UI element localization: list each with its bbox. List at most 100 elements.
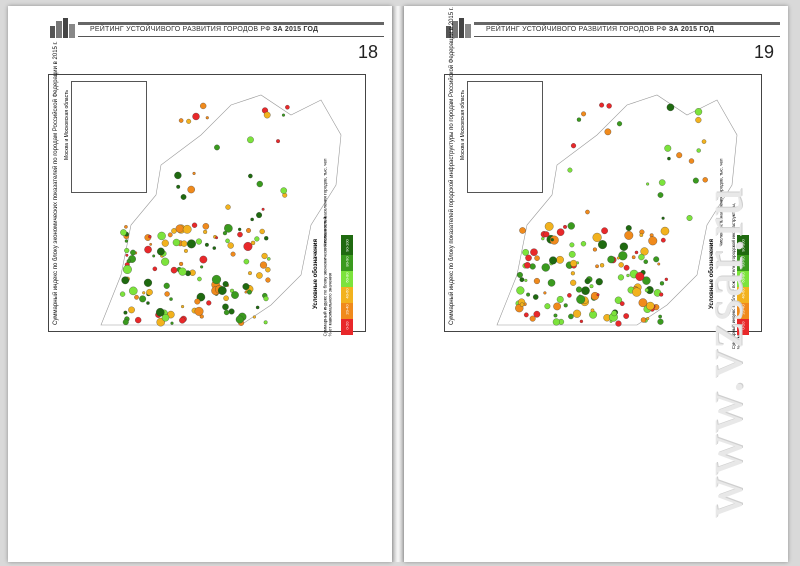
city-marker xyxy=(175,224,184,233)
city-marker xyxy=(255,305,260,310)
city-marker xyxy=(235,315,244,324)
city-marker xyxy=(657,192,664,198)
city-marker xyxy=(599,263,605,268)
city-marker xyxy=(702,177,708,183)
map-frame: Суммарный индекс по блоку показателей го… xyxy=(444,7,762,349)
city-marker xyxy=(676,152,683,159)
city-marker xyxy=(589,284,594,289)
city-marker xyxy=(653,256,660,263)
city-marker xyxy=(149,243,153,246)
inset-title: Москва и Московская область xyxy=(459,90,466,160)
city-marker xyxy=(124,247,130,254)
city-marker xyxy=(584,278,591,285)
legend-swatch: 0-20 xyxy=(737,315,749,335)
city-marker xyxy=(581,111,587,117)
city-marker xyxy=(694,108,703,116)
city-marker xyxy=(135,316,142,324)
city-marker xyxy=(516,286,525,295)
city-marker xyxy=(632,287,642,297)
city-marker xyxy=(570,259,578,267)
city-marker xyxy=(280,187,287,194)
city-marker xyxy=(186,118,192,124)
city-marker xyxy=(183,248,188,253)
city-marker xyxy=(155,308,165,317)
city-marker xyxy=(623,264,630,271)
city-marker xyxy=(568,250,576,258)
city-marker xyxy=(570,143,577,149)
city-marker xyxy=(191,222,198,228)
city-marker xyxy=(646,317,650,321)
city-marker xyxy=(281,113,286,117)
city-marker xyxy=(659,292,664,297)
city-marker xyxy=(595,278,603,286)
city-marker xyxy=(543,291,547,295)
city-marker xyxy=(581,286,590,295)
city-marker xyxy=(265,267,271,273)
map-title: Суммарный индекс по блоку экономических … xyxy=(53,41,59,325)
city-marker xyxy=(519,277,525,282)
moscow-inset: Москва и Московская область xyxy=(460,81,543,193)
city-marker xyxy=(572,309,582,318)
city-marker xyxy=(519,302,525,307)
city-marker xyxy=(547,279,556,287)
city-marker xyxy=(526,292,531,297)
city-marker xyxy=(123,310,128,315)
city-marker xyxy=(623,313,630,319)
city-marker xyxy=(625,225,632,231)
city-marker xyxy=(646,182,650,186)
legend-swatch: 20-40 xyxy=(341,299,353,319)
city-marker xyxy=(524,278,528,282)
city-marker xyxy=(124,239,129,243)
city-marker xyxy=(202,223,210,230)
city-logo-icon xyxy=(446,18,471,38)
city-marker xyxy=(549,235,559,245)
city-marker xyxy=(631,255,636,260)
city-marker xyxy=(187,185,195,194)
city-marker xyxy=(205,116,209,120)
map-title: Суммарный индекс по блоку показателей го… xyxy=(449,7,455,325)
city-marker xyxy=(567,293,572,298)
city-marker xyxy=(576,294,586,304)
city-marker xyxy=(553,302,561,311)
city-marker xyxy=(611,310,618,317)
city-marker xyxy=(657,262,661,266)
city-marker xyxy=(638,253,645,261)
city-marker xyxy=(181,305,185,309)
city-marker xyxy=(152,266,158,272)
city-marker xyxy=(222,303,229,311)
city-marker xyxy=(660,237,666,243)
header-title: РЕЙТИНГ УСТОЙЧИВОГО РАЗВИТИЯ ГОРОДОВ РФ … xyxy=(90,26,319,33)
city-marker xyxy=(661,216,665,220)
city-marker xyxy=(156,317,165,327)
city-marker xyxy=(143,278,153,287)
city-marker xyxy=(634,250,639,255)
city-marker xyxy=(619,242,629,251)
moscow-inset: Москва и Московская область xyxy=(64,81,147,193)
city-marker xyxy=(169,297,173,301)
city-marker xyxy=(225,238,230,244)
city-marker xyxy=(579,319,584,324)
city-marker xyxy=(617,274,624,281)
city-marker xyxy=(146,288,153,296)
city-marker xyxy=(541,236,545,241)
city-marker xyxy=(523,312,529,318)
city-marker xyxy=(529,315,536,322)
city-marker xyxy=(267,257,271,261)
city-marker xyxy=(167,232,173,238)
city-marker xyxy=(642,276,651,285)
city-marker xyxy=(640,247,649,256)
legend-swatch: 60-80 xyxy=(341,267,353,287)
legend-swatch: 80-90 xyxy=(341,251,353,271)
city-marker xyxy=(626,273,630,278)
city-marker xyxy=(223,295,229,301)
city-marker xyxy=(256,180,263,188)
city-marker xyxy=(533,310,541,318)
city-marker xyxy=(601,227,608,235)
city-marker xyxy=(541,263,550,272)
city-marker xyxy=(658,179,666,186)
city-marker xyxy=(696,148,701,153)
city-marker xyxy=(214,144,220,151)
city-marker xyxy=(596,293,600,297)
city-marker xyxy=(570,271,575,276)
watermark: www.vzsar.ru xyxy=(692,186,755,518)
